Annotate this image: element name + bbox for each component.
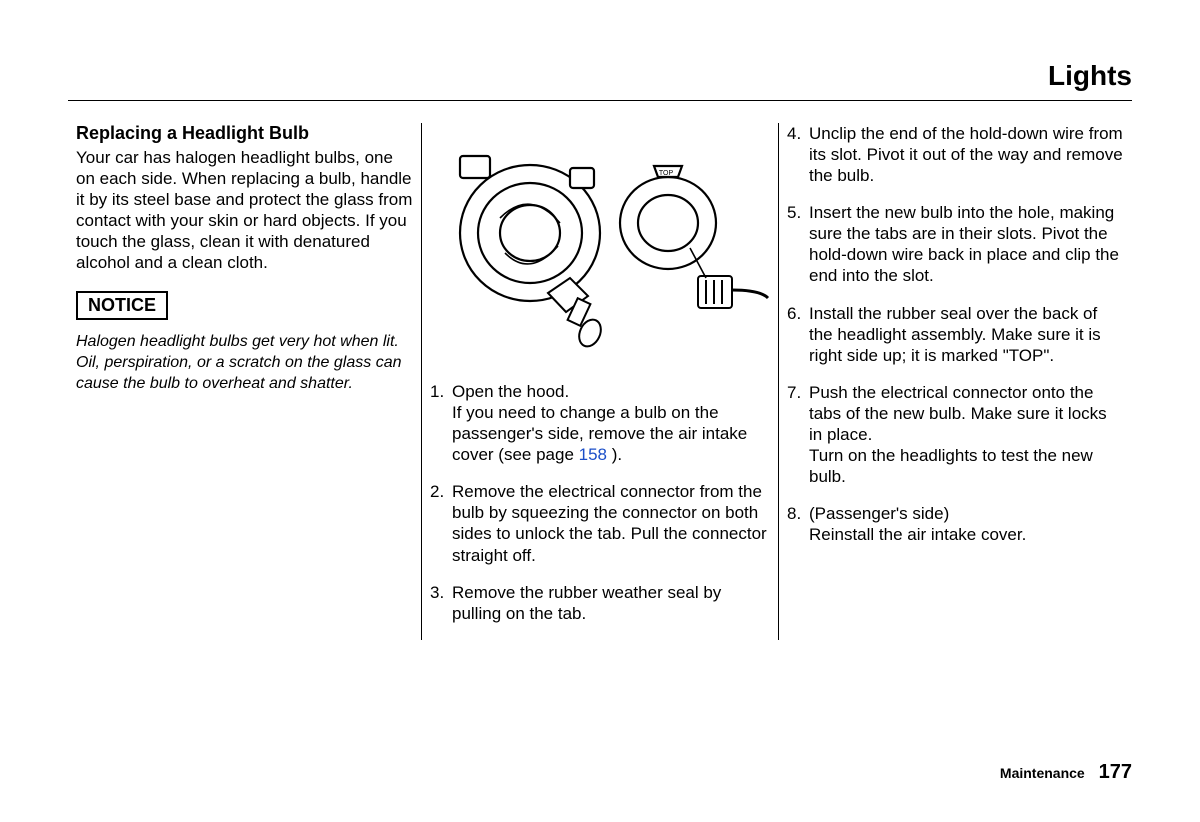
step-3: 3. Remove the rubber weather seal by pul… [430,582,770,624]
step-text: Push the electrical connector onto the t… [809,383,1107,444]
footer-section-label: Maintenance [1000,765,1085,781]
content-columns: Replacing a Headlight Bulb Your car has … [68,123,1132,640]
step-text: Insert the new bulb into the hole, makin… [809,202,1124,286]
notice-text: Halogen headlight bulbs get very hot whe… [76,332,413,394]
step-8: 8. (Passenger's side) Reinstall the air … [787,503,1124,545]
step-text: Install the rubber seal over the back of… [809,303,1124,366]
step-text: Remove the rubber weather seal by pullin… [452,582,770,624]
manual-page: Lights Replacing a Headlight Bulb Your c… [0,0,1200,822]
step-number: 7. [787,382,809,487]
step-number: 4. [787,123,809,186]
step-7: 7. Push the electrical connector onto th… [787,382,1124,487]
top-label: TOP [659,170,674,177]
step-subtext-after: ). [607,445,622,464]
footer-page-number: 177 [1099,761,1132,783]
step-subtext: Reinstall the air intake cover. [809,524,1124,545]
step-number: 1. [430,381,452,465]
step-2: 2. Remove the electrical connector from … [430,481,770,565]
notice-label-box: NOTICE [76,291,168,320]
section-heading: Replacing a Headlight Bulb [76,123,413,145]
step-number: 2. [430,481,452,565]
step-1: 1. Open the hood. If you need to change … [430,381,770,465]
steps-list-col3: 4. Unclip the end of the hold-down wire … [787,123,1124,545]
page-title: Lights [68,60,1132,101]
step-number: 8. [787,503,809,545]
step-subtext: Turn on the headlights to test the new b… [809,445,1124,487]
step-4: 4. Unclip the end of the hold-down wire … [787,123,1124,186]
column-3: 4. Unclip the end of the hold-down wire … [778,123,1132,640]
step-text: (Passenger's side) [809,504,949,523]
headlight-illustration: TOP [430,123,770,363]
step-number: 6. [787,303,809,366]
step-text: Remove the electrical connector from the… [452,481,770,565]
step-6: 6. Install the rubber seal over the back… [787,303,1124,366]
page-ref-link[interactable]: 158 [579,445,607,464]
bulb-diagram-icon: TOP [430,128,770,358]
intro-paragraph: Your car has halogen headlight bulbs, on… [76,147,413,273]
step-text: Open the hood. [452,382,569,401]
column-1: Replacing a Headlight Bulb Your car has … [68,123,421,640]
step-text: Unclip the end of the hold-down wire fro… [809,123,1124,186]
steps-list-col2: 1. Open the hood. If you need to change … [430,381,770,624]
step-number: 5. [787,202,809,286]
step-5: 5. Insert the new bulb into the hole, ma… [787,202,1124,286]
column-2: TOP [421,123,778,640]
step-number: 3. [430,582,452,624]
page-footer: Maintenance 177 [1000,761,1132,784]
